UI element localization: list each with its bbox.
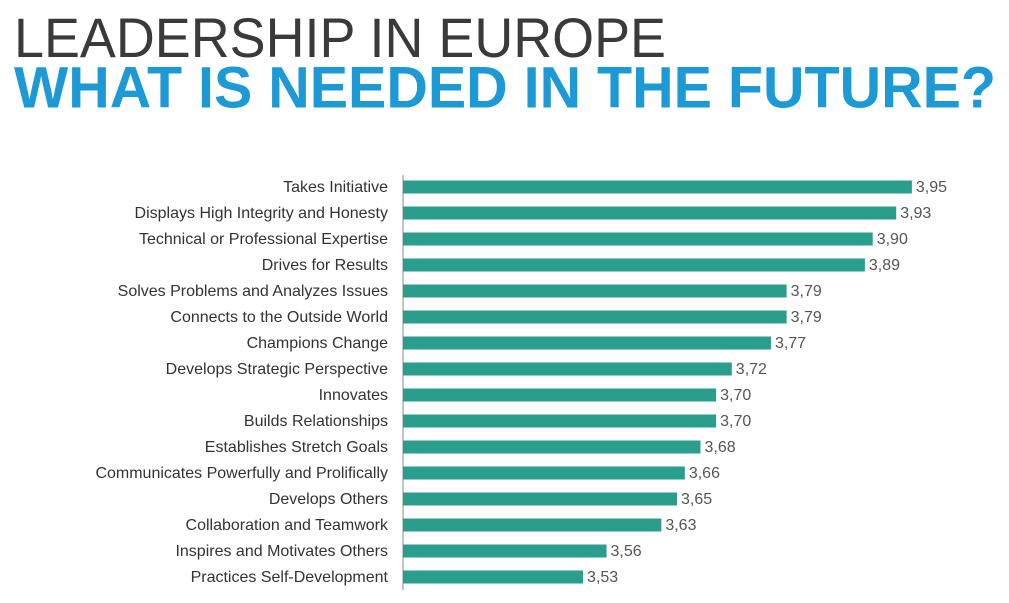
value-label: 3,68 bbox=[704, 439, 735, 456]
value-label: 3,70 bbox=[720, 387, 751, 404]
value-label: 3,72 bbox=[736, 361, 767, 378]
category-label: Displays High Integrity and Honesty bbox=[135, 205, 388, 222]
bar bbox=[403, 544, 607, 558]
category-label: Champions Change bbox=[247, 335, 389, 352]
bar bbox=[403, 388, 717, 402]
category-label: Drives for Results bbox=[262, 257, 388, 274]
chart-subtitle: WHAT IS NEEDED IN THE FUTURE? bbox=[14, 55, 996, 120]
value-label: 3,65 bbox=[681, 491, 712, 508]
bar bbox=[403, 466, 685, 480]
value-label: 3,89 bbox=[869, 257, 900, 274]
value-label: 3,66 bbox=[689, 465, 720, 482]
category-label: Technical or Professional Expertise bbox=[139, 231, 388, 248]
bar bbox=[403, 362, 732, 376]
bar bbox=[403, 258, 865, 272]
category-label: Inspires and Motivates Others bbox=[175, 543, 388, 560]
value-label: 3,79 bbox=[791, 309, 822, 326]
category-label: Practices Self-Development bbox=[191, 569, 389, 586]
value-label: 3,70 bbox=[720, 413, 751, 430]
value-label: 3,63 bbox=[665, 517, 696, 534]
category-label: Communicates Powerfully and Prolifically bbox=[95, 465, 388, 482]
bar bbox=[403, 310, 787, 324]
value-label: 3,56 bbox=[611, 543, 642, 560]
value-label: 3,93 bbox=[900, 205, 931, 222]
bar bbox=[403, 570, 584, 584]
category-label: Establishes Stretch Goals bbox=[205, 439, 388, 456]
category-label: Develops Others bbox=[269, 491, 388, 508]
bar bbox=[403, 232, 873, 246]
bar bbox=[403, 206, 897, 220]
category-label: Develops Strategic Perspective bbox=[166, 361, 388, 378]
bar bbox=[403, 518, 662, 532]
value-label: 3,79 bbox=[791, 283, 822, 300]
bar bbox=[403, 336, 771, 350]
bar bbox=[403, 440, 701, 454]
bar bbox=[403, 180, 912, 194]
category-label: Takes Initiative bbox=[283, 179, 388, 196]
category-label: Builds Relationships bbox=[244, 413, 388, 430]
category-label: Solves Problems and Analyzes Issues bbox=[118, 283, 388, 300]
bar bbox=[403, 414, 717, 428]
chart-title: LEADERSHIP IN EUROPE bbox=[14, 6, 666, 69]
value-label: 3,77 bbox=[775, 335, 806, 352]
value-label: 3,53 bbox=[587, 569, 618, 586]
bar bbox=[403, 284, 787, 298]
category-label: Collaboration and Teamwork bbox=[186, 517, 389, 534]
value-label: 3,90 bbox=[877, 231, 908, 248]
value-label: 3,95 bbox=[916, 179, 947, 196]
category-label: Innovates bbox=[319, 387, 388, 404]
category-label: Connects to the Outside World bbox=[170, 309, 388, 326]
bar bbox=[403, 492, 677, 506]
